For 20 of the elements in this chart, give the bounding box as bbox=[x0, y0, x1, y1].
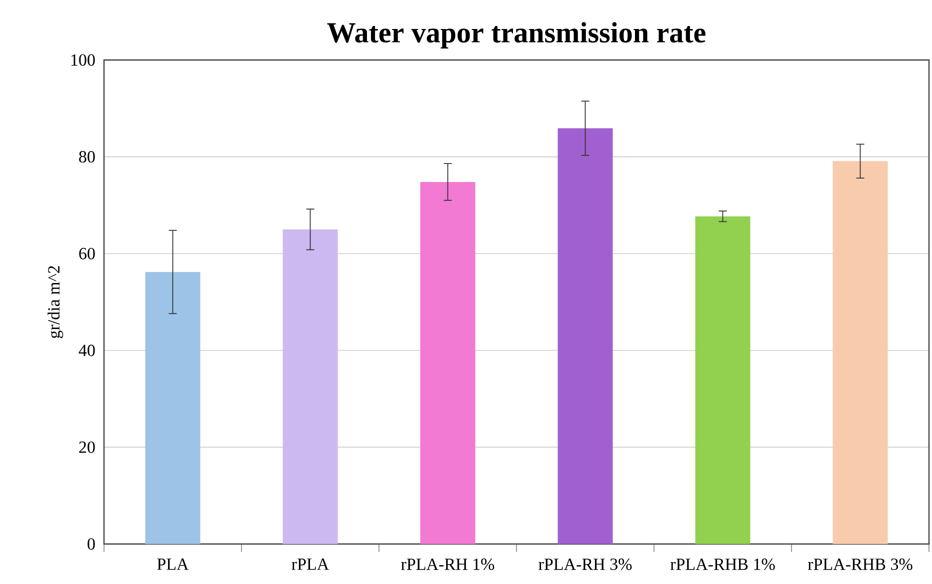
bar bbox=[282, 229, 338, 544]
x-tick-label: rPLA-RH 1% bbox=[401, 558, 494, 570]
x-tick-label: rPLA-RHB 1% bbox=[670, 558, 775, 570]
x-tick-label: rPLA-RH 3% bbox=[538, 558, 632, 570]
x-tick-label: PLA bbox=[157, 558, 189, 570]
y-axis-title: gr/dia m^2 bbox=[48, 266, 64, 338]
bar bbox=[145, 272, 200, 544]
y-tick-label: 0 bbox=[88, 538, 95, 550]
bar bbox=[420, 182, 476, 544]
y-tick-label: 100 bbox=[71, 54, 95, 66]
x-tick-label: rPLA bbox=[292, 558, 330, 570]
bar bbox=[832, 161, 888, 544]
bar bbox=[558, 128, 613, 544]
y-tick-label: 20 bbox=[79, 441, 95, 453]
y-tick-label: 80 bbox=[79, 151, 95, 163]
x-tick-label: rPLA-RHB 3% bbox=[808, 558, 912, 570]
chart-title: Water vapor transmission rate bbox=[327, 22, 706, 48]
y-tick-label: 40 bbox=[78, 344, 95, 356]
y-tick-label: 60 bbox=[79, 248, 95, 260]
bar bbox=[695, 216, 750, 544]
